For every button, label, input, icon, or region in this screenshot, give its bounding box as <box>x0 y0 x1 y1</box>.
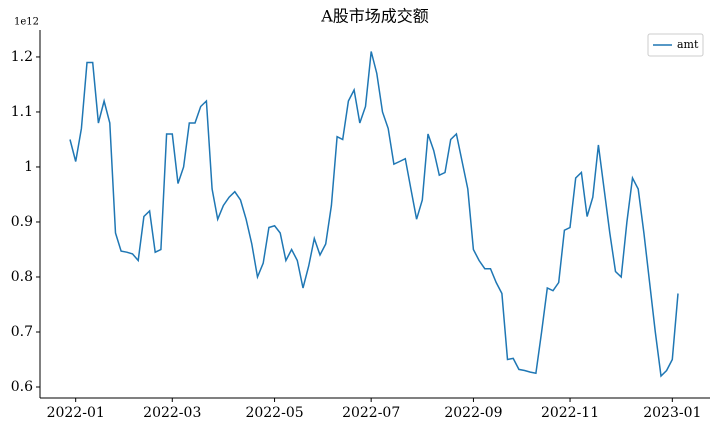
legend-label: amt <box>677 38 699 51</box>
y-tick-label: 0.9 <box>11 214 33 230</box>
y-tick-label: 1 <box>24 159 33 175</box>
x-tick-label: 2022-01 <box>47 405 105 421</box>
line <box>69 51 679 378</box>
x-tick-label: 2023-01 <box>643 405 701 421</box>
y-tick-label: 0.7 <box>11 324 33 340</box>
x-tick-label: 2022-11 <box>541 405 599 421</box>
y-tick-label: 0.8 <box>11 269 33 285</box>
y-tick-label: 1.2 <box>11 49 33 65</box>
x-tick-label: 2022-03 <box>143 405 201 421</box>
x-tick-label: 2022-07 <box>342 405 400 421</box>
chart-title: A股市场成交额 <box>320 7 429 26</box>
y-tick-label: 0.6 <box>11 379 33 395</box>
x-tick-label: 2022-05 <box>245 405 303 421</box>
legend-box <box>647 33 704 57</box>
y-tick-label: 1.1 <box>11 104 33 120</box>
axis-offset: 1e12 <box>14 17 39 28</box>
x-tick-label: 2022-09 <box>444 405 502 421</box>
